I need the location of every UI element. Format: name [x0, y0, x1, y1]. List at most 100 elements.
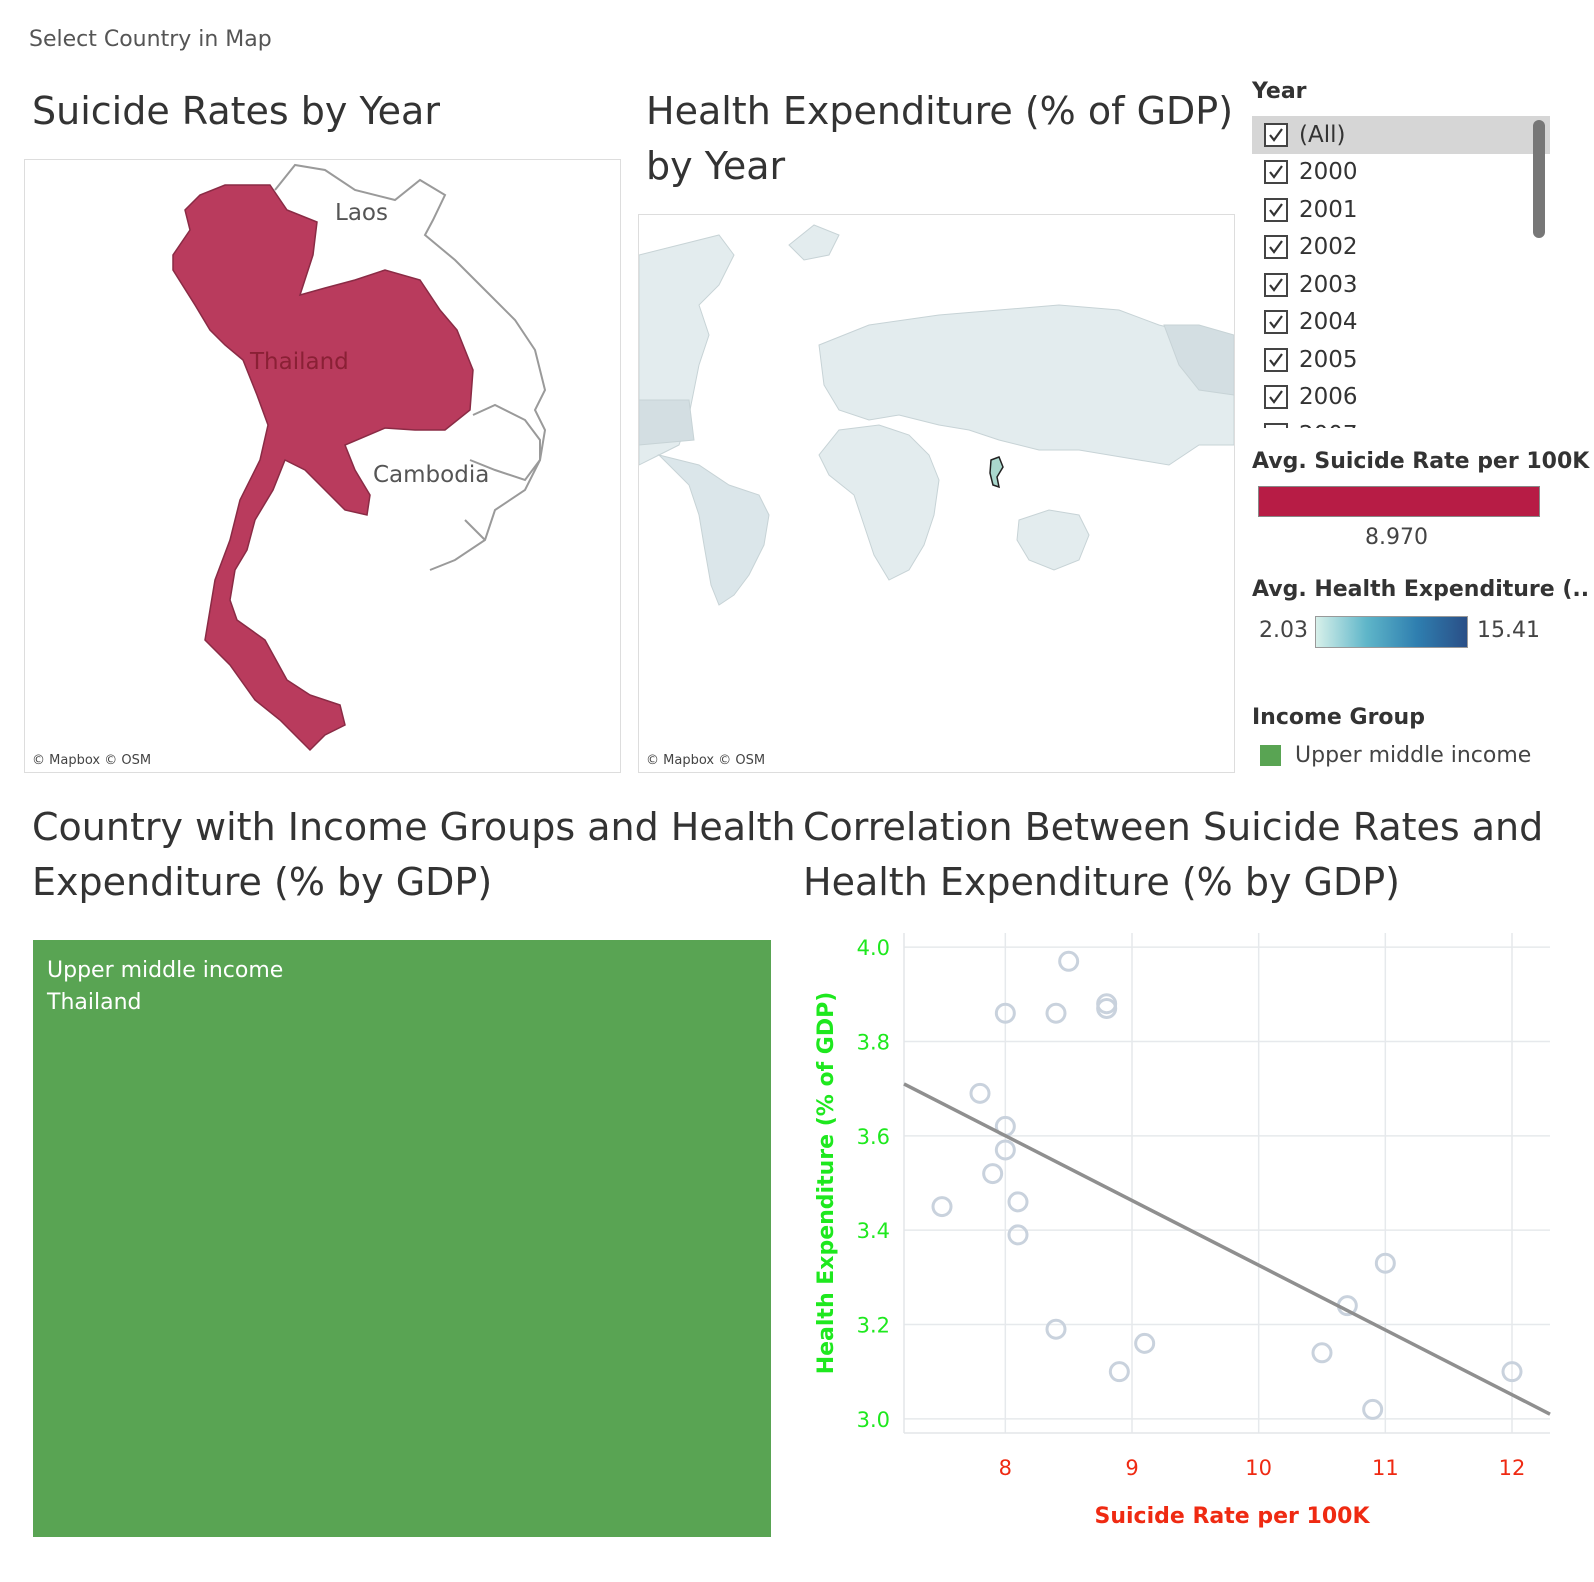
scatter-point[interactable] [1374, 1252, 1396, 1274]
trend-line[interactable] [903, 1082, 1551, 1416]
year-filter-label: 2000 [1299, 159, 1358, 186]
russia-east-shape [1163, 324, 1234, 396]
scatter-point[interactable] [1134, 1332, 1156, 1354]
suicide-legend-value: 8.970 [1365, 525, 1428, 550]
checkbox-checked-icon[interactable] [1264, 422, 1288, 428]
x-tick-label: 11 [1372, 1456, 1399, 1480]
scatter-point[interactable] [969, 1082, 991, 1104]
select-country-note: Select Country in Map [29, 27, 272, 52]
year-filter-item[interactable]: 2007 [1252, 416, 1550, 428]
year-filter-list[interactable]: (All) 2000 2001 2002 2003 2004 2005 2006 2007 [1252, 116, 1550, 428]
year-filter-item[interactable]: (All) [1252, 116, 1550, 154]
thailand-map-svg [172, 163, 547, 752]
eurasia-shape [818, 304, 1234, 466]
scatter-point[interactable] [1501, 1361, 1523, 1383]
map-attribution[interactable]: © Mapbox © OSM [32, 753, 152, 768]
treemap-title-line1: Country with Income Groups and Health [32, 805, 796, 849]
y-tick-label: 3.6 [857, 1125, 890, 1149]
scatter-point[interactable] [994, 1139, 1016, 1161]
scatter-point[interactable] [1007, 1224, 1029, 1246]
laos-border [274, 163, 547, 571]
australia-shape [1016, 509, 1090, 571]
scatter-point[interactable] [1045, 1318, 1067, 1340]
year-filter-item[interactable]: 2001 [1252, 191, 1550, 229]
africa-shape [818, 424, 940, 581]
thailand-highlight[interactable] [989, 456, 1004, 489]
world-map-svg [639, 224, 1234, 606]
treemap-title-line2: Expenditure (% by GDP) [32, 860, 493, 904]
scatter-point[interactable] [1108, 1361, 1130, 1383]
suicide-map[interactable]: Laos Thailand Cambodia © Mapbox © OSM [24, 159, 621, 773]
scatter-point[interactable] [994, 1002, 1016, 1024]
thailand-shape[interactable] [172, 184, 474, 752]
health-legend-max: 15.41 [1477, 618, 1540, 643]
year-filter-label: (All) [1299, 121, 1346, 148]
year-filter-label: 2005 [1299, 346, 1358, 373]
y-tick-label: 4.0 [857, 936, 890, 960]
year-filter-label: 2003 [1299, 271, 1358, 298]
scatter-point[interactable] [1096, 997, 1118, 1019]
year-filter-item[interactable]: 2004 [1252, 304, 1550, 342]
x-axis-title: Suicide Rate per 100K [1095, 1504, 1371, 1529]
scatter-point[interactable] [982, 1163, 1004, 1185]
year-filter-item[interactable]: 2002 [1252, 229, 1550, 267]
treemap-tile-thailand[interactable]: Upper middle income Thailand [33, 940, 771, 1537]
scatter-point[interactable] [1045, 1002, 1067, 1024]
laos-label: Laos [335, 200, 388, 226]
income-legend-title: Income Group [1252, 705, 1425, 730]
usa-shape [639, 399, 695, 446]
year-filter-title: Year [1252, 79, 1307, 104]
y-tick-label: 3.8 [857, 1030, 890, 1054]
year-filter-scrollbar[interactable] [1533, 120, 1545, 238]
checkbox-checked-icon[interactable] [1264, 235, 1288, 260]
south-america-shape [657, 454, 770, 606]
laos-cambodia-border [472, 403, 541, 460]
checkbox-checked-icon[interactable] [1264, 272, 1288, 297]
year-filter-item[interactable]: 2005 [1252, 341, 1550, 379]
world-map[interactable]: © Mapbox © OSM [638, 214, 1235, 773]
cambodia-label: Cambodia [373, 462, 490, 488]
checkbox-checked-icon[interactable] [1264, 197, 1288, 222]
health-legend-gradient [1315, 616, 1468, 648]
year-filter-item[interactable]: 2000 [1252, 154, 1550, 192]
thailand-label: Thailand [250, 349, 349, 375]
scatter-point[interactable] [1311, 1342, 1333, 1364]
scatter-chart[interactable]: 3.0 3.2 3.4 3.6 3.8 4.0 8 9 10 11 12 Suicide Rate p… [800, 925, 1560, 1545]
scatter-point[interactable] [1058, 950, 1080, 972]
checkbox-checked-icon[interactable] [1264, 385, 1288, 410]
health-legend-min: 2.03 [1259, 618, 1308, 643]
scatter-point[interactable] [1007, 1191, 1029, 1213]
income-legend-swatch[interactable] [1260, 745, 1281, 766]
checkbox-checked-icon[interactable] [1264, 310, 1288, 335]
year-filter-label: 2007 [1299, 422, 1358, 428]
checkbox-checked-icon[interactable] [1264, 347, 1288, 372]
year-filter-label: 2001 [1299, 196, 1358, 223]
scatter-point[interactable] [1362, 1398, 1384, 1420]
y-tick-label: 3.0 [857, 1408, 890, 1432]
health-map-title-line1: Health Expenditure (% of GDP) [646, 89, 1234, 133]
x-tick-label: 8 [999, 1456, 1012, 1480]
treemap-income-label: Upper middle income [47, 958, 284, 983]
x-tick-label: 10 [1245, 1456, 1272, 1480]
world-map-attribution[interactable]: © Mapbox © OSM [646, 753, 766, 768]
year-filter-item[interactable]: 2003 [1252, 266, 1550, 304]
greenland-shape [788, 224, 840, 261]
health-legend-title: Avg. Health Expenditure (.. [1252, 577, 1590, 602]
cambodia-border [464, 459, 541, 541]
scatter-point[interactable] [931, 1196, 953, 1218]
scatter-title-line2: Health Expenditure (% by GDP) [803, 860, 1400, 904]
suicide-legend-bar [1258, 486, 1540, 517]
health-map-title-line2: by Year [646, 144, 786, 188]
y-tick-label: 3.4 [857, 1219, 890, 1243]
x-tick-label: 12 [1499, 1456, 1526, 1480]
year-filter-label: 2004 [1299, 309, 1358, 336]
suicide-legend-title: Avg. Suicide Rate per 100K [1252, 449, 1590, 474]
income-legend-item[interactable]: Upper middle income [1295, 743, 1532, 768]
year-filter-label: 2002 [1299, 234, 1358, 261]
suicide-map-title: Suicide Rates by Year [32, 89, 440, 133]
x-tick-label: 9 [1125, 1456, 1138, 1480]
checkbox-checked-icon[interactable] [1264, 160, 1288, 185]
checkbox-checked-icon[interactable] [1264, 122, 1288, 147]
year-filter-item[interactable]: 2006 [1252, 379, 1550, 417]
y-tick-label: 3.2 [857, 1314, 890, 1338]
